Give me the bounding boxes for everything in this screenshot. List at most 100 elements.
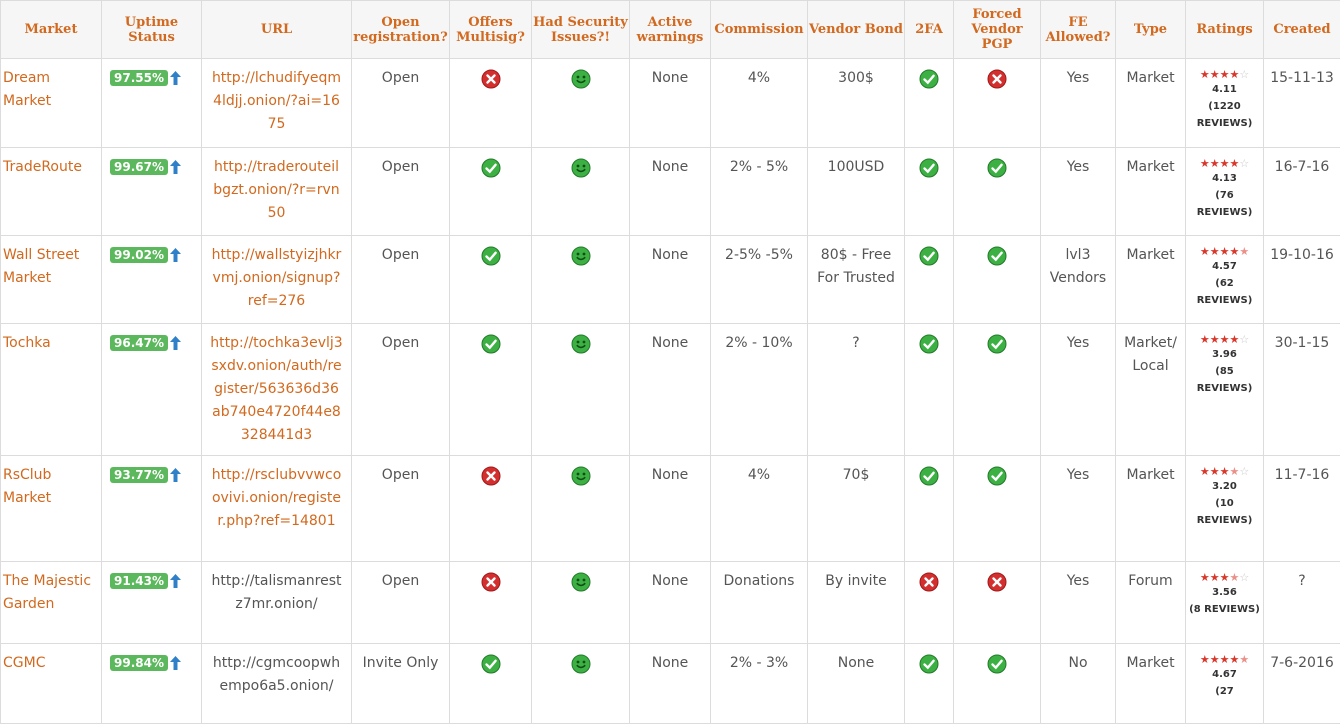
commission: 4% xyxy=(711,59,808,148)
uptime-cell: 93.77% xyxy=(102,456,202,562)
pgp-status xyxy=(954,324,1041,456)
market-type: Market xyxy=(1116,148,1186,236)
check-icon xyxy=(987,466,1007,486)
uptime-badge: 99.02% xyxy=(110,247,168,263)
star-half-icon: ★ xyxy=(1229,465,1239,478)
uptime-badge: 91.43% xyxy=(110,573,168,589)
star-empty-icon: ☆ xyxy=(1239,68,1249,81)
star-rating: ★★★★☆ xyxy=(1186,158,1263,170)
check-icon xyxy=(481,246,501,266)
multisig-status xyxy=(450,644,532,724)
market-url-link[interactable]: http://traderouteilbgzt.onion/?r=rvn50 xyxy=(202,156,351,225)
smiley-icon xyxy=(571,466,591,486)
vendor-bond: 70$ xyxy=(808,456,905,562)
column-header[interactable]: Ratings xyxy=(1186,1,1264,59)
multisig-status xyxy=(450,59,532,148)
uptime-cell: 96.47% xyxy=(102,324,202,456)
commission: 4% xyxy=(711,456,808,562)
multisig-status xyxy=(450,148,532,236)
cross-icon xyxy=(987,69,1007,89)
star-empty-icon: ☆ xyxy=(1239,157,1249,170)
star-half-icon: ★ xyxy=(1239,653,1249,666)
pgp-status xyxy=(954,236,1041,324)
market-url-link[interactable]: http://lchudifyeqm4ldjj.onion/?ai=1675 xyxy=(202,67,351,136)
market-name[interactable]: Dream Market xyxy=(1,59,102,148)
column-header[interactable]: Had Security Issues?! xyxy=(532,1,630,59)
twofa-status xyxy=(905,456,954,562)
arrow-up-icon xyxy=(169,655,182,671)
fe-allowed: Yes xyxy=(1041,59,1116,148)
column-header[interactable]: Offers Multisig? xyxy=(450,1,532,59)
review-label: REVIEWS) xyxy=(1186,380,1263,397)
star-rating: ★★★★☆ xyxy=(1186,69,1263,81)
market-name[interactable]: Wall Street Market xyxy=(1,236,102,324)
review-count: (76 xyxy=(1186,187,1263,204)
twofa-status xyxy=(905,644,954,724)
market-url-link[interactable]: http://wallstyizjhkrvmj.onion/signup?ref… xyxy=(202,244,351,313)
arrow-up-icon xyxy=(169,247,182,263)
column-header[interactable]: Open registration? xyxy=(352,1,450,59)
review-label: REVIEWS) xyxy=(1186,512,1263,529)
column-header[interactable]: URL xyxy=(202,1,352,59)
review-label: REVIEWS) xyxy=(1186,292,1263,309)
star-full-icon: ★ xyxy=(1220,157,1230,170)
url-cell: http://lchudifyeqm4ldjj.onion/?ai=1675 xyxy=(202,59,352,148)
open-registration: Open xyxy=(352,148,450,236)
market-url-link[interactable]: http://rsclubvvwcoovivi.onion/register.p… xyxy=(202,464,351,533)
star-rating: ★★★★★ xyxy=(1186,654,1263,666)
star-full-icon: ★ xyxy=(1210,465,1220,478)
column-header[interactable]: Commission xyxy=(711,1,808,59)
star-full-icon: ★ xyxy=(1210,571,1220,584)
check-icon xyxy=(481,654,501,674)
column-header[interactable]: Type xyxy=(1116,1,1186,59)
market-name[interactable]: CGMC xyxy=(1,644,102,724)
rating-value: 3.20 xyxy=(1186,478,1263,495)
multisig-status xyxy=(450,236,532,324)
created-date: 15-11-13 xyxy=(1264,59,1340,148)
pgp-status xyxy=(954,148,1041,236)
pgp-status xyxy=(954,59,1041,148)
star-full-icon: ★ xyxy=(1220,465,1230,478)
star-full-icon: ★ xyxy=(1200,245,1210,258)
column-header[interactable]: FE Allowed? xyxy=(1041,1,1116,59)
cross-icon xyxy=(919,572,939,592)
column-header[interactable]: Market xyxy=(1,1,102,59)
column-header[interactable]: Created xyxy=(1264,1,1340,59)
active-warnings: None xyxy=(630,324,711,456)
column-header[interactable]: Active warnings xyxy=(630,1,711,59)
twofa-status xyxy=(905,59,954,148)
market-name[interactable]: RsClub Market xyxy=(1,456,102,562)
open-registration: Open xyxy=(352,562,450,644)
url-cell: http://tochka3evlj3sxdv.onion/auth/regis… xyxy=(202,324,352,456)
market-url-link[interactable]: http://tochka3evlj3sxdv.onion/auth/regis… xyxy=(202,332,351,447)
check-icon xyxy=(919,466,939,486)
active-warnings: None xyxy=(630,456,711,562)
column-header[interactable]: 2FA xyxy=(905,1,954,59)
active-warnings: None xyxy=(630,148,711,236)
star-full-icon: ★ xyxy=(1220,68,1230,81)
fe-allowed: Yes xyxy=(1041,324,1116,456)
commission: Donations xyxy=(711,562,808,644)
created-date: 11-7-16 xyxy=(1264,456,1340,562)
open-registration: Invite Only xyxy=(352,644,450,724)
open-registration: Open xyxy=(352,324,450,456)
column-header[interactable]: Vendor Bond xyxy=(808,1,905,59)
fe-allowed: Yes xyxy=(1041,148,1116,236)
market-name[interactable]: Tochka xyxy=(1,324,102,456)
fe-allowed: No xyxy=(1041,644,1116,724)
market-name[interactable]: The Majestic Garden xyxy=(1,562,102,644)
check-icon xyxy=(919,69,939,89)
star-full-icon: ★ xyxy=(1229,653,1239,666)
security-status xyxy=(532,456,630,562)
column-header[interactable]: Forced Vendor PGP xyxy=(954,1,1041,59)
review-count: (85 xyxy=(1186,363,1263,380)
market-name[interactable]: TradeRoute xyxy=(1,148,102,236)
review-count: (62 xyxy=(1186,275,1263,292)
commission: 2-5% -5% xyxy=(711,236,808,324)
column-header[interactable]: Uptime Status xyxy=(102,1,202,59)
commission: 2% - 5% xyxy=(711,148,808,236)
